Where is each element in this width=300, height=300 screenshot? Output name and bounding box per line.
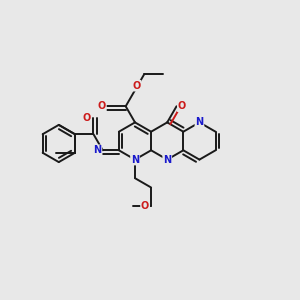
Text: N: N	[93, 145, 101, 155]
Text: O: O	[83, 113, 91, 123]
Text: O: O	[178, 101, 186, 111]
Text: O: O	[132, 81, 141, 91]
Text: N: N	[195, 117, 203, 128]
Text: O: O	[98, 101, 106, 111]
Text: O: O	[141, 201, 149, 211]
Text: N: N	[131, 154, 139, 165]
Text: N: N	[163, 154, 171, 165]
